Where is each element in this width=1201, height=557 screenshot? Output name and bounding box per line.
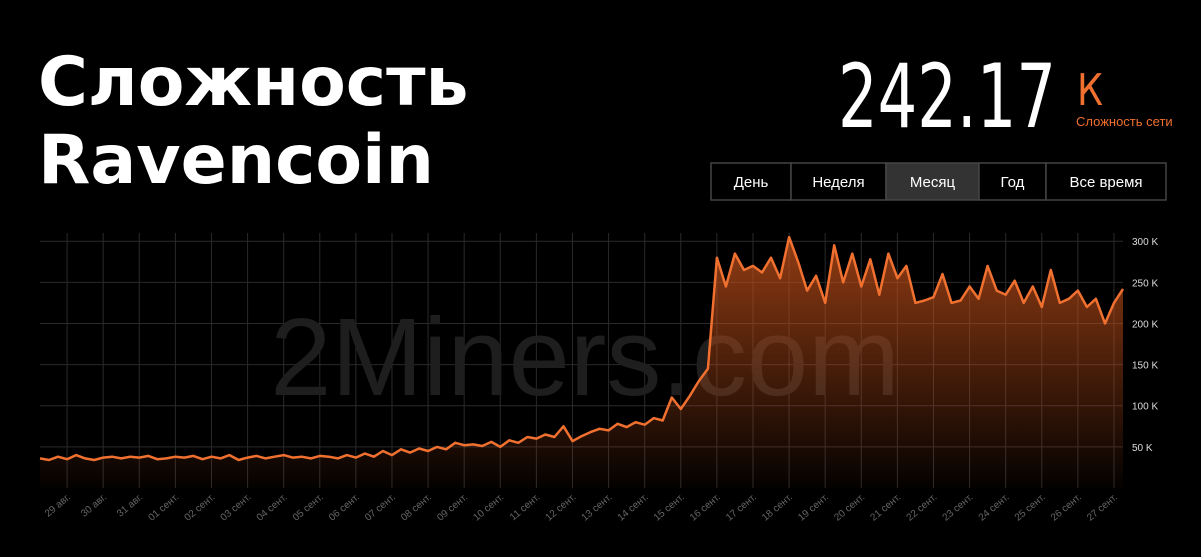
difficulty-value: 242.17	[838, 45, 1056, 148]
title-line: Ravencoin	[38, 121, 434, 200]
y-tick-label: 250 K	[1132, 278, 1158, 289]
x-tick-label: 15 сент.	[652, 492, 687, 524]
x-tick-label: 12 сент.	[544, 492, 579, 524]
x-tick-label: 05 сент.	[291, 492, 326, 524]
y-tick-label: 200 K	[1132, 319, 1158, 330]
x-tick-label: 14 сент.	[616, 492, 651, 524]
x-tick-label: 16 сент.	[688, 492, 723, 524]
x-tick-label: 22 сент.	[905, 492, 940, 524]
line	[39, 235, 1125, 462]
tab-button[interactable]	[1045, 162, 1167, 201]
x-tick-label: 06 сент.	[327, 492, 362, 524]
x-tick-label: 09 сент.	[435, 492, 470, 524]
x-tick-label: 10 сент.	[471, 492, 506, 524]
x-tick-label: 07 сент.	[363, 492, 398, 524]
x-tick-label: 17 сент.	[724, 492, 759, 524]
x-tick-label: 08 сент.	[399, 492, 434, 524]
x-tick-label: 23 сент.	[941, 492, 976, 524]
x-tick-label: 20 сент.	[832, 492, 867, 524]
x-tick-label: 26 сент.	[1049, 492, 1084, 524]
difficulty-unit: К	[1077, 65, 1103, 116]
period-tabs: День Неделя Месяц Год Все время	[710, 162, 1167, 201]
y-tick-label: 100 K	[1132, 402, 1158, 413]
tab-button[interactable]	[885, 162, 980, 201]
tab-button[interactable]	[978, 162, 1047, 201]
tab-label[interactable]: День	[734, 174, 769, 191]
x-tick-label: 18 сент.	[760, 492, 795, 524]
x-tick-label: 30 авг.	[79, 492, 109, 520]
x-tick-label: 21 сент.	[868, 492, 903, 524]
x-tick-label: 13 сент.	[580, 492, 615, 524]
difficulty-caption: Сложность сети	[1076, 114, 1173, 129]
title-line: Сложность	[38, 43, 469, 122]
x-tick-label: 01 сент.	[146, 492, 181, 524]
tab-label[interactable]: Все время	[1069, 174, 1142, 191]
tab-label[interactable]: Год	[1001, 174, 1025, 191]
x-tick-label: 29 авг.	[43, 492, 73, 520]
x-tick-label: 04 сент.	[255, 492, 290, 524]
x-tick-label: 19 сент.	[796, 492, 831, 524]
x-tick-label: 02 сент.	[183, 492, 218, 524]
x-tick-label: 24 сент.	[977, 492, 1012, 524]
x-tick-label: 31 авг.	[115, 492, 145, 520]
plot	[39, 235, 1125, 488]
x-tick-label: 03 сент.	[219, 492, 254, 524]
x-tick-label: 25 сент.	[1013, 492, 1048, 524]
tab-button[interactable]	[710, 162, 792, 201]
y-tick-label: 300 K	[1132, 237, 1158, 248]
area	[40, 237, 1123, 488]
y-tick-label: 50 K	[1132, 443, 1153, 454]
y-tick-label: 150 K	[1132, 361, 1158, 372]
x-tick-label: 27 сент.	[1085, 492, 1120, 524]
x-tick-label: 11 сент.	[508, 492, 542, 523]
tab-label[interactable]: Месяц	[910, 174, 956, 191]
tab-label[interactable]: Неделя	[812, 174, 864, 191]
